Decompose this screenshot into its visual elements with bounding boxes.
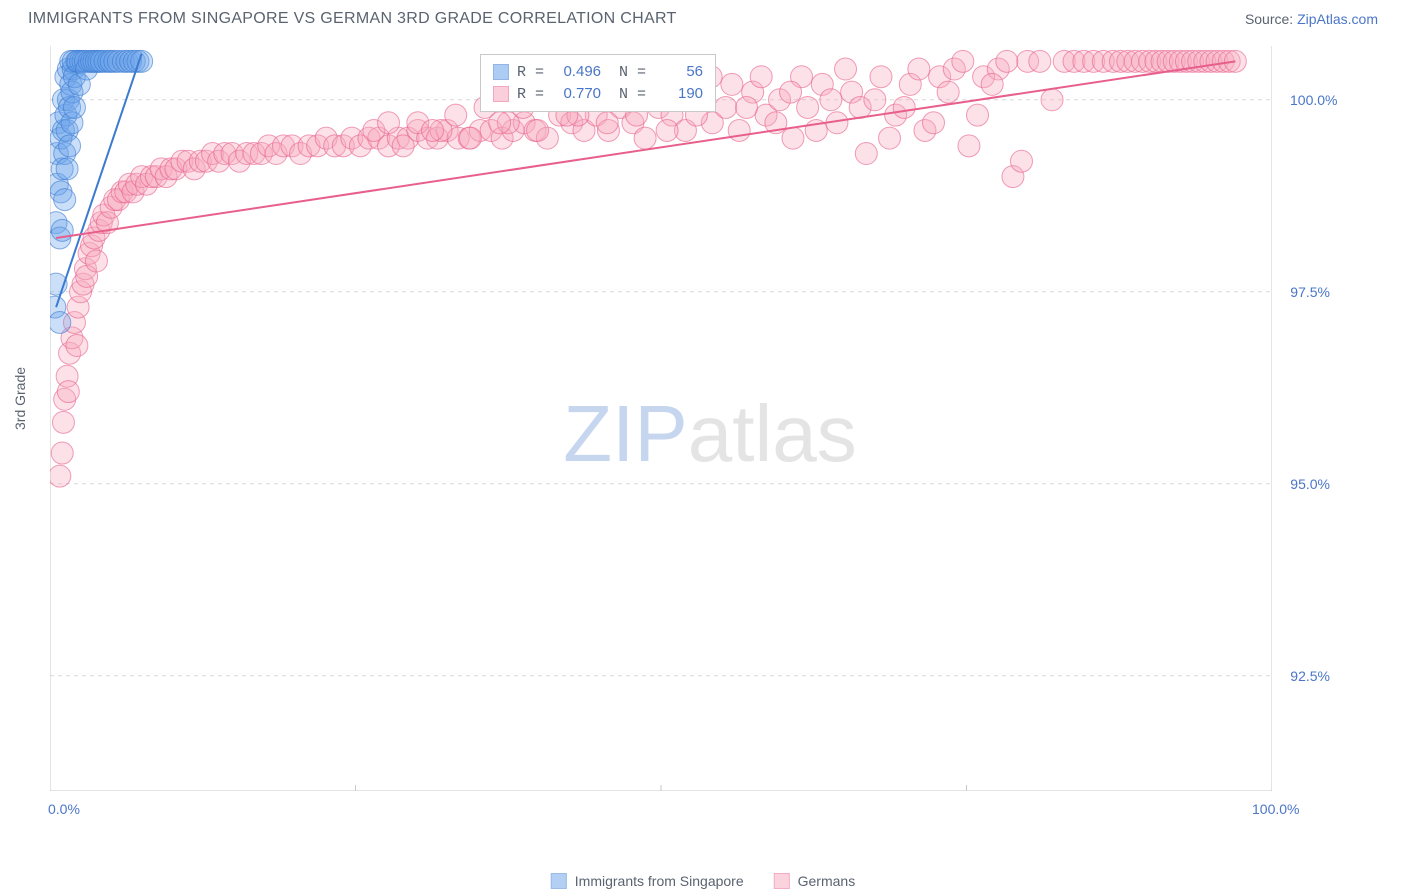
legend-label: Immigrants from Singapore [575, 873, 744, 889]
y-tick-label: 100.0% [1290, 92, 1330, 108]
y-axis-label: 3rd Grade [12, 367, 28, 430]
scatter-plot [50, 46, 1272, 791]
chart-title: IMMIGRANTS FROM SINGAPORE VS GERMAN 3RD … [28, 10, 677, 28]
chart-container: ZIPatlas R = 0.496 N = 56 R = 0.770 N = … [50, 46, 1370, 821]
legend-label: Germans [798, 873, 856, 889]
stats-row: R = 0.770 N = 190 [493, 83, 703, 105]
x-tick-label: 100.0% [1252, 801, 1299, 817]
y-tick-label: 97.5% [1290, 284, 1330, 300]
source-label: Source: ZipAtlas.com [1245, 11, 1378, 27]
stats-legend: R = 0.496 N = 56 R = 0.770 N = 190 [480, 54, 716, 112]
y-tick-label: 95.0% [1290, 476, 1330, 492]
legend-item: Germans [774, 873, 856, 889]
stats-row: R = 0.496 N = 56 [493, 61, 703, 83]
legend-swatch [551, 873, 567, 889]
source-link[interactable]: ZipAtlas.com [1297, 11, 1378, 27]
header: IMMIGRANTS FROM SINGAPORE VS GERMAN 3RD … [0, 0, 1406, 32]
y-tick-label: 92.5% [1290, 668, 1330, 684]
stats-swatch [493, 64, 509, 80]
legend-bottom: Immigrants from Singapore Germans [551, 873, 855, 889]
legend-swatch [774, 873, 790, 889]
legend-item: Immigrants from Singapore [551, 873, 744, 889]
x-tick-label: 0.0% [48, 801, 80, 817]
stats-swatch [493, 86, 509, 102]
